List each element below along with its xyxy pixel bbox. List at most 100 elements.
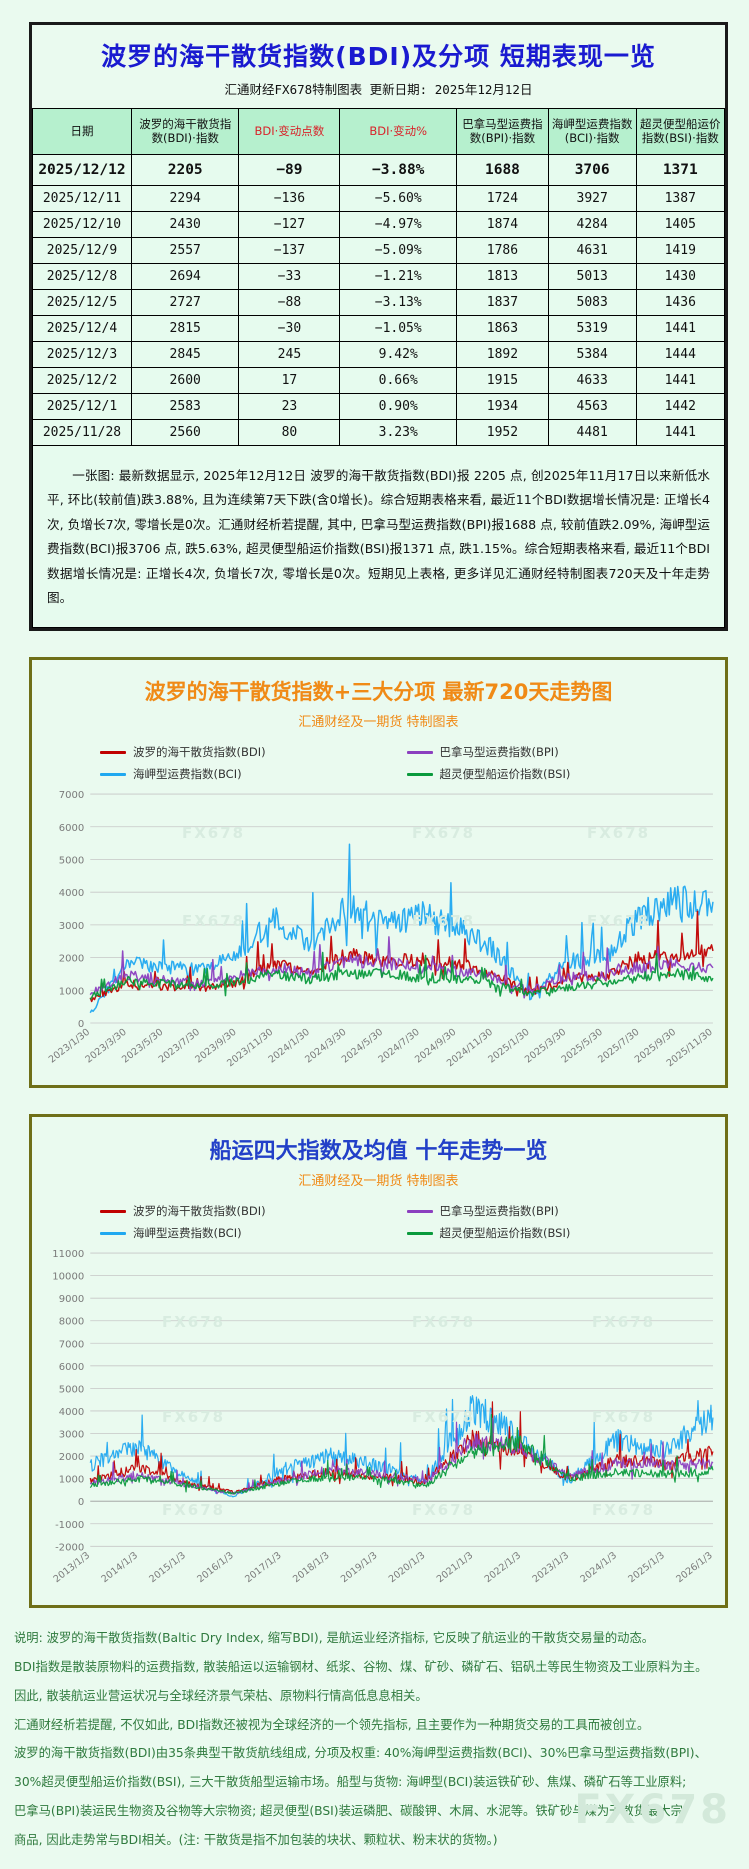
svg-text:8000: 8000 <box>59 1317 85 1328</box>
cell-bci: 4633 <box>547 366 637 394</box>
cell-bdi: 2815 <box>130 314 240 342</box>
svg-text:4000: 4000 <box>59 1407 85 1418</box>
chart-720d-svg: 010002000300040005000600070002023/1/3020… <box>32 784 725 1086</box>
chart-720d-legend: 波罗的海干散货指数(BDI) 巴拿马型运费指数(BPI) 海岬型运费指数(BCI… <box>32 734 725 784</box>
legend-swatch-bdi <box>100 750 126 754</box>
svg-text:6000: 6000 <box>59 823 85 834</box>
cell-bsi: 1387 <box>635 184 726 212</box>
bdi-short-term-panel: 波罗的海干散货指数(BDI)及分项 短期表现一览 汇通财经FX678特制图表 更… <box>29 22 728 632</box>
legend-label-bdi: 波罗的海干散货指数(BDI) <box>133 745 266 760</box>
cell-date: 2025/12/8 <box>32 262 132 290</box>
cell-bsi: 1419 <box>635 236 726 264</box>
svg-text:1000: 1000 <box>59 986 85 997</box>
svg-text:0: 0 <box>78 1498 84 1509</box>
chart-panel-10y: 船运四大指数及均值 十年走势一览 汇通财经及一期货 特制图表 波罗的海干散货指数… <box>29 1114 728 1608</box>
cell-pct: −1.05% <box>339 314 458 342</box>
svg-text:3000: 3000 <box>59 921 85 932</box>
footer-line: 波罗的海干散货指数(BDI)由35条典型干散货航线组成, 分项及权重: 40%海… <box>14 1746 707 1761</box>
table-row: 2025/12/2 2600 17 0.66% 1915 4633 1441 <box>32 366 726 394</box>
legend-item-bsi: 超灵便型船运价指数(BSI) <box>379 766 686 782</box>
table-row: 2025/12/10 2430 −127 −4.97% 1874 4284 14… <box>32 210 726 238</box>
legend-item-bsi: 超灵便型船运价指数(BSI) <box>379 1225 686 1241</box>
legend-label-bci: 海岬型运费指数(BCI) <box>133 1226 242 1241</box>
legend-item-bci: 海岬型运费指数(BCI) <box>72 1225 379 1241</box>
cell-pct: 0.66% <box>339 366 458 394</box>
cell-bpi: 1813 <box>456 262 549 290</box>
cell-chg: 80 <box>238 418 341 446</box>
cell-bdi: 2205 <box>130 153 240 186</box>
cell-bpi: 1863 <box>456 314 549 342</box>
cell-pct: −3.88% <box>339 153 458 186</box>
svg-text:11000: 11000 <box>52 1249 84 1260</box>
table-row: 2025/12/3 2845 245 9.42% 1892 5384 1444 <box>32 340 726 368</box>
chart-720d-subtitle: 汇通财经及一期货 特制图表 <box>298 715 459 731</box>
footer-line: 说明: 波罗的海干散货指数(Baltic Dry Index, 缩写BDI), … <box>14 1630 655 1645</box>
cell-pct: 3.23% <box>339 418 458 446</box>
cell-bci: 5083 <box>547 288 637 316</box>
col-header-bdi: 波罗的海干散货指数(BDI)·指数 <box>130 108 240 155</box>
svg-text:-2000: -2000 <box>55 1543 84 1554</box>
cell-bdi: 2583 <box>130 392 240 420</box>
cell-bci: 4563 <box>547 392 637 420</box>
chart-720d-title: 波罗的海干散货指数+三大分项 最新720天走势图 <box>144 680 613 705</box>
cell-bdi: 2560 <box>130 418 240 446</box>
cell-bsi: 1444 <box>635 340 726 368</box>
svg-text:2000: 2000 <box>59 1452 85 1463</box>
legend-swatch-bci <box>100 772 126 776</box>
legend-swatch-bsi <box>406 1231 433 1235</box>
table-row: 2025/12/9 2557 −137 −5.09% 1786 4631 141… <box>32 236 726 264</box>
svg-text:1000: 1000 <box>59 1475 85 1486</box>
cell-date: 2025/12/4 <box>32 314 132 342</box>
legend-swatch-bpi <box>406 1209 433 1213</box>
brand-watermark: FX678 <box>574 1787 731 1834</box>
legend-label-bpi: 巴拿马型运费指数(BPI) <box>439 1204 559 1219</box>
legend-item-bpi: 巴拿马型运费指数(BPI) <box>379 1203 686 1219</box>
cell-bdi: 2557 <box>130 236 240 264</box>
cell-bsi: 1441 <box>635 418 726 446</box>
cell-bci: 4631 <box>547 236 637 264</box>
col-header-bdi-change-points: BDI·变动点数 <box>238 108 341 155</box>
bdi-table-body: 2025/12/12 2205 −89 −3.88% 1688 3706 137… <box>32 153 726 446</box>
cell-chg: −33 <box>238 262 341 290</box>
legend-label-bdi: 波罗的海干散货指数(BDI) <box>133 1204 266 1219</box>
cell-chg: −89 <box>238 153 341 186</box>
cell-date: 2025/12/2 <box>32 366 132 394</box>
cell-pct: 9.42% <box>339 340 458 368</box>
svg-text:-1000: -1000 <box>55 1520 84 1531</box>
cell-date: 2025/12/5 <box>32 288 132 316</box>
cell-date: 2025/11/28 <box>32 418 132 446</box>
cell-bsi: 1442 <box>635 392 726 420</box>
cell-chg: 17 <box>238 366 341 394</box>
svg-text:0: 0 <box>78 1019 84 1030</box>
svg-text:3000: 3000 <box>59 1430 85 1441</box>
cell-pct: −4.97% <box>339 210 458 238</box>
legend-item-bpi: 巴拿马型运费指数(BPI) <box>379 744 686 760</box>
table-row: 2025/12/8 2694 −33 −1.21% 1813 5013 1430 <box>32 262 726 290</box>
col-header-bci: 海岬型运费指数(BCI)·指数 <box>547 108 637 155</box>
cell-pct: −1.21% <box>339 262 458 290</box>
cell-pct: −5.09% <box>339 236 458 264</box>
cell-bsi: 1441 <box>635 366 726 394</box>
cell-bpi: 1786 <box>456 236 549 264</box>
legend-item-bdi: 波罗的海干散货指数(BDI) <box>72 1203 379 1219</box>
table-row: 2025/12/1 2583 23 0.90% 1934 4563 1442 <box>32 392 726 420</box>
chart-10y-plot: -2000 -1000 0 1000 2000 3000 4000 5000 6000 7000 8… <box>32 1243 725 1605</box>
cell-chg: −88 <box>238 288 341 316</box>
legend-label-bpi: 巴拿马型运费指数(BPI) <box>439 745 559 760</box>
cell-bci: 5013 <box>547 262 637 290</box>
cell-chg: 23 <box>238 392 341 420</box>
cell-pct: 0.90% <box>339 392 458 420</box>
cell-bci: 3927 <box>547 184 637 212</box>
cell-bdi: 2600 <box>130 366 240 394</box>
col-header-date: 日期 <box>32 108 132 155</box>
legend-label-bsi: 超灵便型船运价指数(BSI) <box>439 1226 571 1241</box>
svg-text:4000: 4000 <box>59 888 85 899</box>
summary-note: 一张图: 最新数据显示, 2025年12月12日 波罗的海干散货指数(BDI)报… <box>32 445 725 629</box>
cell-bpi: 1892 <box>456 340 549 368</box>
cell-chg: −137 <box>238 236 341 264</box>
cell-date: 2025/12/11 <box>32 184 132 212</box>
table-row: 2025/12/5 2727 −88 −3.13% 1837 5083 1436 <box>32 288 726 316</box>
cell-bsi: 1441 <box>635 314 726 342</box>
legend-item-bci: 海岬型运费指数(BCI) <box>72 766 379 782</box>
footer-line: 巴拿马(BPI)装运民生物资及谷物等大宗物资; 超灵便型(BSI)装运磷肥、碳酸… <box>14 1804 683 1819</box>
